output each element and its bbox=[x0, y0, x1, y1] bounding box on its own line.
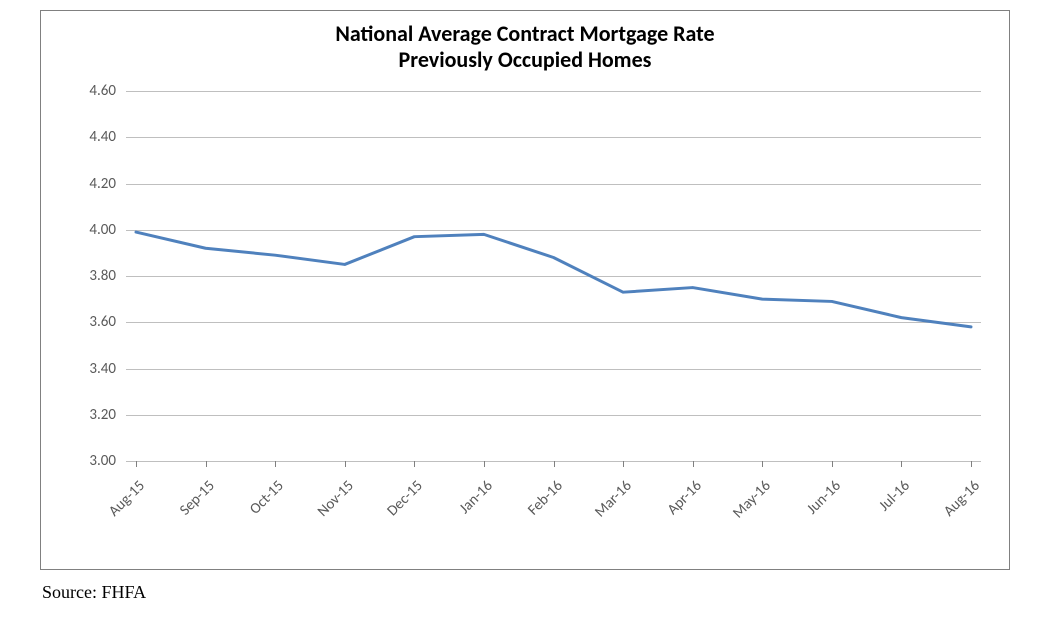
x-tick-label: Jun-16 bbox=[803, 477, 844, 518]
x-tick-label: May-16 bbox=[730, 477, 775, 522]
y-tick-label: 3.00 bbox=[71, 452, 116, 470]
x-tick bbox=[623, 461, 624, 467]
x-tick bbox=[554, 461, 555, 467]
x-tick bbox=[901, 461, 902, 467]
y-tick-label: 4.00 bbox=[71, 221, 116, 239]
y-tick-label: 4.20 bbox=[71, 175, 116, 193]
x-tick bbox=[832, 461, 833, 467]
x-tick-label: Mar-16 bbox=[592, 477, 636, 521]
chart-line bbox=[126, 91, 981, 461]
x-tick-label: Aug-16 bbox=[940, 477, 983, 520]
plot-area: 3.003.203.403.603.804.004.204.404.60Aug-… bbox=[126, 91, 981, 461]
y-tick-label: 4.60 bbox=[71, 82, 116, 100]
source-label: Source: FHFA bbox=[40, 570, 1009, 603]
y-tick-label: 3.20 bbox=[71, 406, 116, 424]
x-tick bbox=[206, 461, 207, 467]
x-tick-label: Dec-15 bbox=[384, 477, 427, 520]
x-tick bbox=[693, 461, 694, 467]
chart-frame: National Average Contract Mortgage Rate … bbox=[40, 10, 1010, 570]
x-tick bbox=[345, 461, 346, 467]
x-tick bbox=[971, 461, 972, 467]
x-tick-label: Jul-16 bbox=[876, 477, 914, 515]
x-tick bbox=[136, 461, 137, 467]
x-tick-label: Jan-16 bbox=[456, 477, 497, 518]
x-tick-label: Nov-15 bbox=[314, 477, 358, 521]
x-tick-label: Sep-15 bbox=[176, 477, 218, 519]
x-tick bbox=[484, 461, 485, 467]
x-tick-label: Apr-16 bbox=[664, 477, 706, 519]
x-tick bbox=[762, 461, 763, 467]
x-tick-label: Oct-15 bbox=[246, 477, 287, 518]
x-tick bbox=[414, 461, 415, 467]
page-root: National Average Contract Mortgage Rate … bbox=[0, 0, 1049, 630]
y-tick-label: 3.40 bbox=[71, 360, 116, 378]
x-tick-label: Aug-15 bbox=[105, 477, 148, 520]
y-tick-label: 3.60 bbox=[71, 313, 116, 331]
x-tick bbox=[275, 461, 276, 467]
y-tick-label: 3.80 bbox=[71, 267, 116, 285]
chart-title: National Average Contract Mortgage Rate … bbox=[41, 11, 1009, 74]
x-tick-label: Feb-16 bbox=[524, 477, 566, 519]
y-tick-label: 4.40 bbox=[71, 128, 116, 146]
